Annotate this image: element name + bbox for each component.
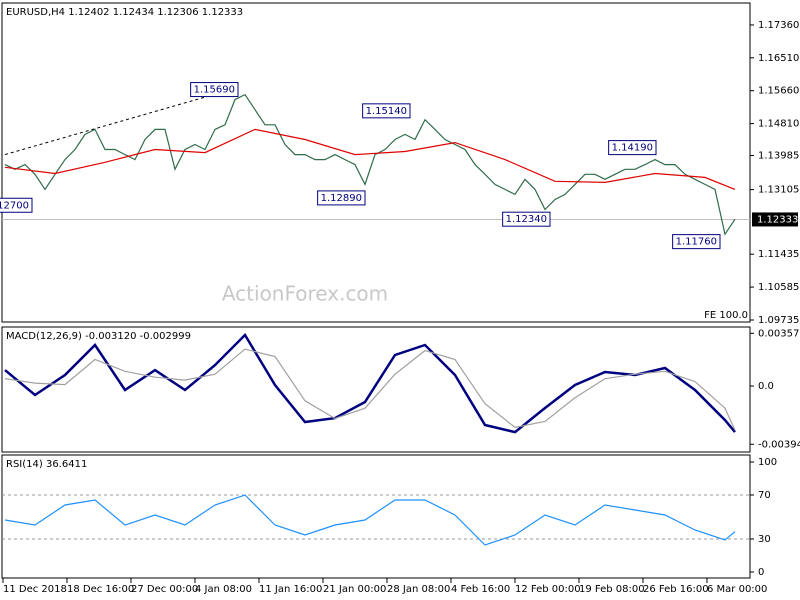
x-tick-label: 26 Feb 16:00 xyxy=(643,584,709,595)
y-tick-label: 1.11435 xyxy=(758,249,799,260)
panel-frame xyxy=(1,326,751,453)
annotation-box xyxy=(317,190,366,206)
x-tick-label: 28 Jan 08:00 xyxy=(387,584,450,595)
series-line xyxy=(4,332,736,434)
price-annotation: 1.15690 xyxy=(194,85,235,96)
last-price-label: 1.12333 xyxy=(757,214,798,225)
y-tick-label: 1.15660 xyxy=(758,86,799,97)
x-tick-label: 19 Feb 08:00 xyxy=(579,584,645,595)
y-tick-label: 100 xyxy=(758,457,777,468)
watermark: ActionForex.com xyxy=(222,282,388,306)
y-tick-label: 30 xyxy=(758,534,771,545)
price-annotation: 1.12700 xyxy=(0,200,29,211)
panel-frame xyxy=(1,454,751,579)
y-tick-label: -0.003945 xyxy=(758,439,800,450)
x-tick-label: 27 Dec 00:00 xyxy=(131,584,198,595)
y-tick-label: 0 xyxy=(758,567,764,578)
annotation-box xyxy=(0,197,33,213)
y-tick-label: 1.14810 xyxy=(758,119,799,130)
y-tick-label: 70 xyxy=(758,490,771,501)
x-tick-label: 21 Jan 00:00 xyxy=(323,584,386,595)
x-tick-label: 4 Feb 16:00 xyxy=(451,584,510,595)
price-annotation: 1.11760 xyxy=(676,237,717,248)
y-tick-label: 1.13985 xyxy=(758,151,799,162)
y-tick-label: 1.10585 xyxy=(758,282,799,293)
price-annotation: 1.12890 xyxy=(321,193,362,204)
last-price-box xyxy=(752,212,798,227)
x-tick-label: 18 Dec 16:00 xyxy=(67,584,134,595)
series-line xyxy=(4,93,736,236)
price-annotation: 1.14190 xyxy=(612,143,653,154)
annotation-box xyxy=(362,103,411,119)
x-tick-label: 6 Mar 00:00 xyxy=(707,584,767,595)
annotation-box xyxy=(502,211,551,227)
series-line xyxy=(4,128,736,190)
fe-note: FE 100.0 xyxy=(704,310,748,321)
y-tick-label: 0.003573 xyxy=(758,328,800,339)
annotation-box xyxy=(672,234,721,250)
y-tick-label: 1.09735 xyxy=(758,315,799,326)
y-tick-label: 1.13105 xyxy=(758,185,799,196)
y-tick-label: 1.17360 xyxy=(758,20,799,31)
x-tick-label: 12 Feb 00:00 xyxy=(515,584,581,595)
series-line xyxy=(4,494,736,546)
x-tick-label: 11 Dec 2018 xyxy=(3,584,67,595)
trendline xyxy=(4,87,239,156)
panel-frame xyxy=(1,2,751,323)
price-annotation: 1.12340 xyxy=(506,214,547,225)
x-tick-label: 11 Jan 16:00 xyxy=(259,584,322,595)
panel-title: MACD(12,26,9) -0.003120 -0.002999 xyxy=(6,331,191,342)
y-tick-label: 1.16510 xyxy=(758,53,799,64)
panel-title: EURUSD,H4 1.12402 1.12434 1.12306 1.1233… xyxy=(6,7,243,18)
annotation-box xyxy=(190,82,239,98)
x-tick-label: 4 Jan 08:00 xyxy=(195,584,252,595)
price-annotation: 1.15140 xyxy=(366,106,407,117)
panel-title: RSI(14) 36.6411 xyxy=(6,459,87,470)
series-line xyxy=(4,348,736,431)
y-tick-label: 0.0 xyxy=(758,381,774,392)
annotation-box xyxy=(608,140,657,156)
